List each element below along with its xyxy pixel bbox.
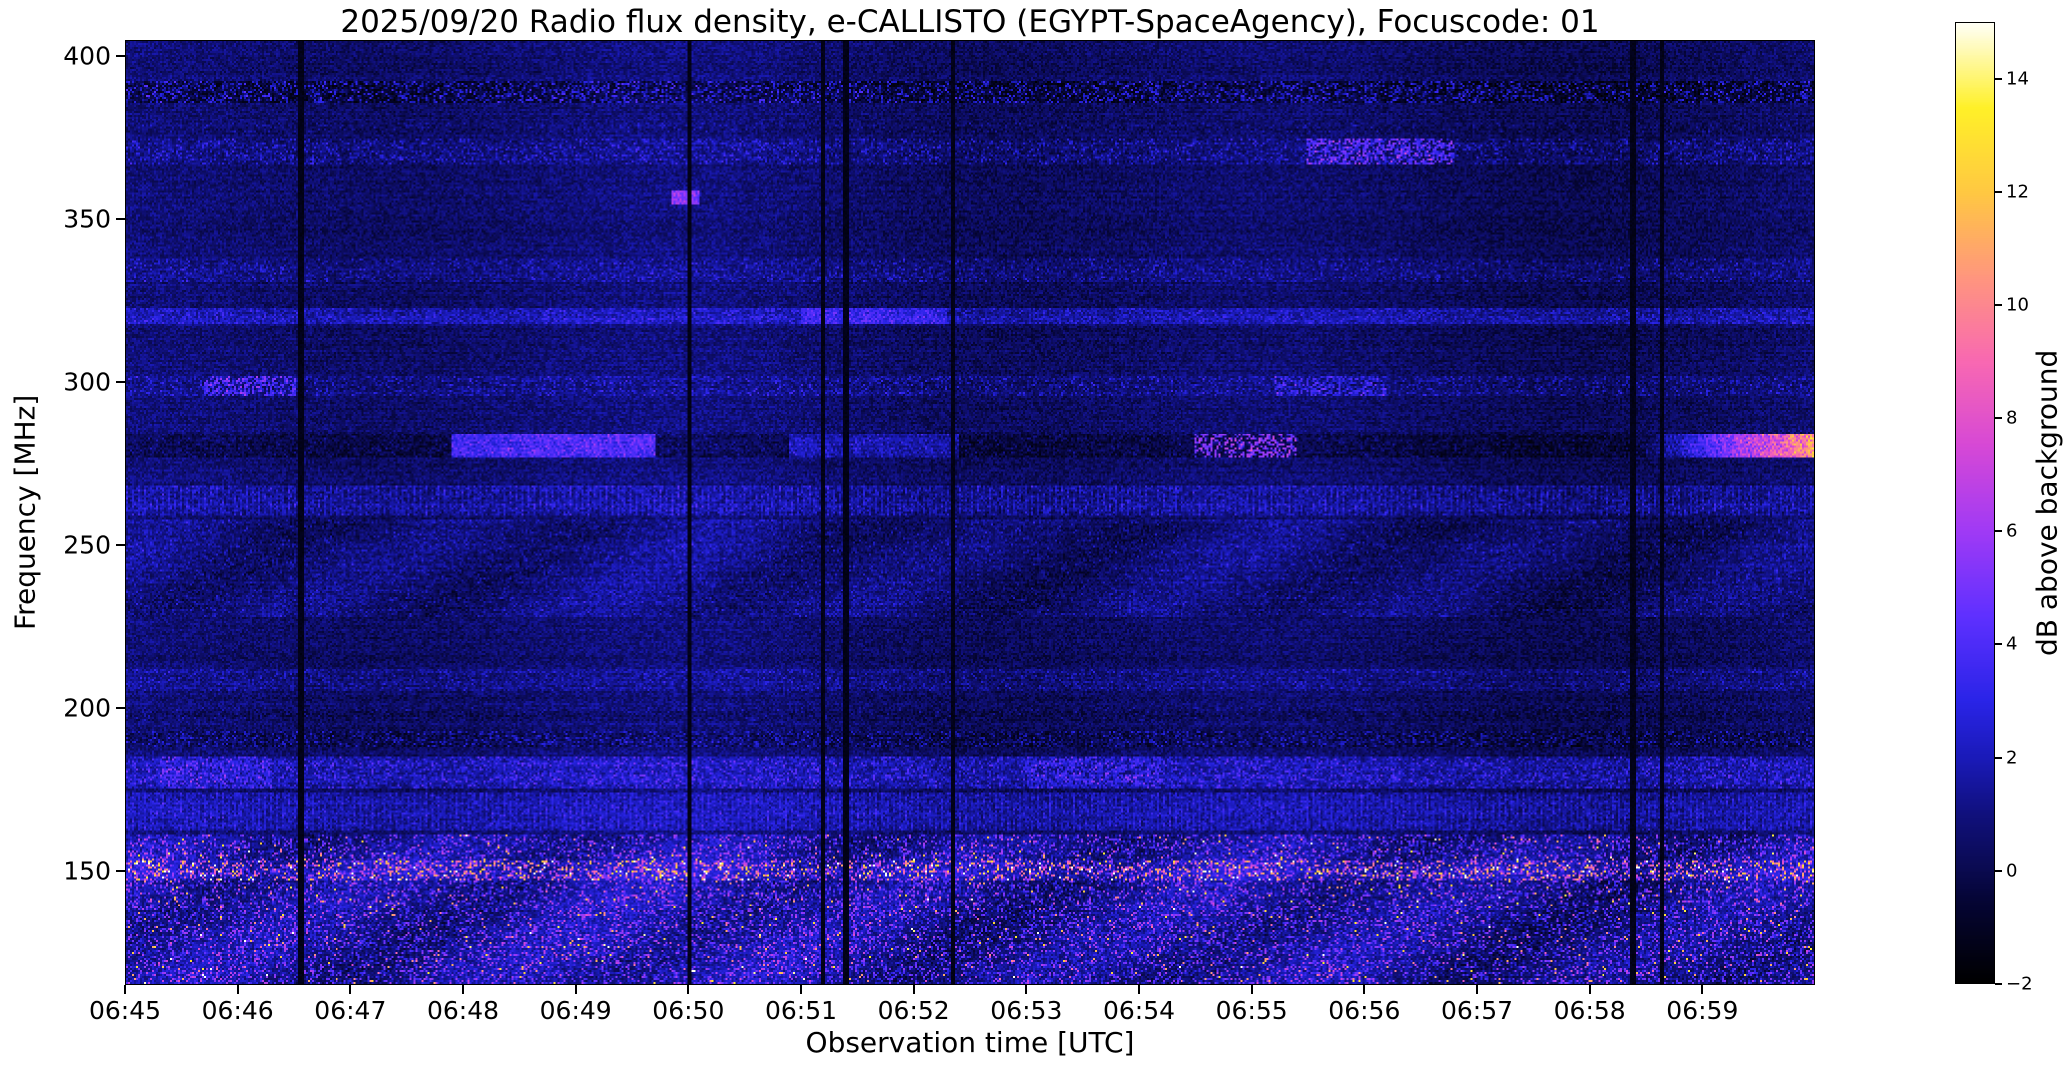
colorbar-tick-label: 0 (2006, 860, 2018, 882)
chart-title: 2025/09/20 Radio flux density, e-CALLIST… (340, 4, 1600, 40)
y-tick-mark (116, 218, 125, 221)
colorbar-tick-label: 4 (2006, 633, 2018, 655)
x-tick-mark (912, 985, 915, 994)
colorbar-tick-label: 14 (2006, 68, 2029, 90)
x-tick-label: 06:48 (426, 996, 500, 1025)
spectrogram-plot (125, 40, 1815, 985)
x-tick-mark (1588, 985, 1591, 994)
x-tick-label: 06:49 (539, 996, 612, 1025)
colorbar-tick-label: 12 (2006, 181, 2029, 203)
x-tick-label: 06:51 (764, 996, 838, 1025)
colorbar-tick-mark (1995, 869, 2002, 872)
x-tick-label: 06:54 (1102, 996, 1176, 1025)
colorbar-label: dB above background (2030, 349, 2064, 657)
x-tick-label: 06:53 (990, 996, 1063, 1025)
y-tick-label: 250 (63, 530, 111, 560)
x-tick-mark (1138, 985, 1140, 994)
colorbar-tick-mark (1995, 756, 2002, 759)
y-tick-mark (116, 544, 125, 547)
colorbar (1955, 22, 1995, 984)
x-tick-mark (1476, 985, 1478, 994)
x-tick-mark (1363, 985, 1366, 994)
colorbar-tick-mark (1995, 190, 2002, 193)
x-tick-mark (1250, 985, 1253, 994)
y-tick-mark (116, 381, 125, 384)
x-tick-label: 06:58 (1553, 996, 1626, 1025)
colorbar-tick-mark (1995, 303, 2002, 306)
x-tick-label: 06:50 (652, 996, 725, 1025)
y-tick-label: 350 (63, 204, 111, 234)
x-tick-mark (349, 985, 352, 994)
colorbar-tick-label: 8 (2006, 407, 2018, 429)
x-tick-mark (687, 985, 690, 994)
x-tick-label: 06:47 (314, 996, 387, 1025)
x-tick-label: 06:46 (201, 996, 274, 1025)
colorbar-tick-mark (1995, 983, 2002, 985)
x-tick-mark (1701, 985, 1704, 994)
y-tick-label: 200 (63, 693, 111, 723)
x-tick-mark (1025, 985, 1028, 994)
y-tick-label: 300 (63, 367, 111, 397)
x-tick-label: 06:45 (88, 996, 162, 1025)
x-tick-mark (574, 985, 577, 994)
colorbar-tick-label: −2 (2006, 973, 2033, 995)
colorbar-tick-mark (1995, 530, 2002, 533)
x-tick-mark (236, 985, 239, 994)
x-tick-label: 06:56 (1328, 996, 1401, 1025)
spectrogram-canvas (126, 41, 1814, 984)
x-tick-label: 06:59 (1666, 996, 1739, 1025)
colorbar-tick-mark (1995, 417, 2002, 420)
x-tick-mark (124, 985, 126, 994)
y-tick-mark (116, 55, 125, 58)
x-tick-mark (462, 985, 464, 994)
x-tick-mark (800, 985, 802, 994)
colorbar-tick-label: 6 (2006, 520, 2018, 542)
y-tick-label: 400 (63, 41, 111, 71)
x-tick-label: 06:52 (877, 996, 950, 1025)
x-tick-label: 06:55 (1215, 996, 1288, 1025)
x-tick-label: 06:57 (1440, 996, 1514, 1025)
y-tick-mark (116, 707, 125, 710)
colorbar-tick-mark (1995, 643, 2002, 646)
colorbar-tick-label: 2 (2006, 747, 2018, 769)
y-tick-mark (116, 869, 125, 872)
colorbar-tick-mark (1995, 77, 2002, 80)
y-axis-label: Frequency [MHz] (8, 394, 42, 631)
y-tick-label: 150 (63, 856, 111, 886)
x-axis-label: Observation time [UTC] (805, 1026, 1135, 1059)
colorbar-tick-label: 10 (2006, 294, 2029, 316)
colorbar-canvas (1956, 23, 1994, 983)
